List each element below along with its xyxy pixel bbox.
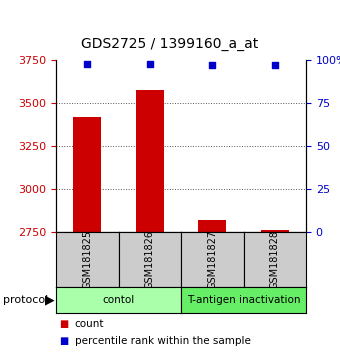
Text: ■: ■ xyxy=(59,336,69,346)
Text: GSM181827: GSM181827 xyxy=(207,230,217,289)
Text: count: count xyxy=(75,319,104,329)
Point xyxy=(147,61,153,67)
Text: T-antigen inactivation: T-antigen inactivation xyxy=(187,295,300,305)
Text: protocol: protocol xyxy=(3,295,49,305)
Text: GDS2725 / 1399160_a_at: GDS2725 / 1399160_a_at xyxy=(81,37,259,51)
Bar xyxy=(198,220,226,354)
Text: ■: ■ xyxy=(59,319,69,329)
Point xyxy=(85,61,90,67)
Bar xyxy=(261,230,289,354)
Text: ▶: ▶ xyxy=(45,293,54,307)
Text: GSM181826: GSM181826 xyxy=(145,230,155,289)
Text: GSM181828: GSM181828 xyxy=(270,230,280,289)
Text: GSM181825: GSM181825 xyxy=(82,230,92,289)
Bar xyxy=(136,90,164,354)
Point xyxy=(272,63,277,68)
Point xyxy=(209,63,215,68)
Text: percentile rank within the sample: percentile rank within the sample xyxy=(75,336,251,346)
Bar xyxy=(73,117,101,354)
Text: contol: contol xyxy=(102,295,135,305)
